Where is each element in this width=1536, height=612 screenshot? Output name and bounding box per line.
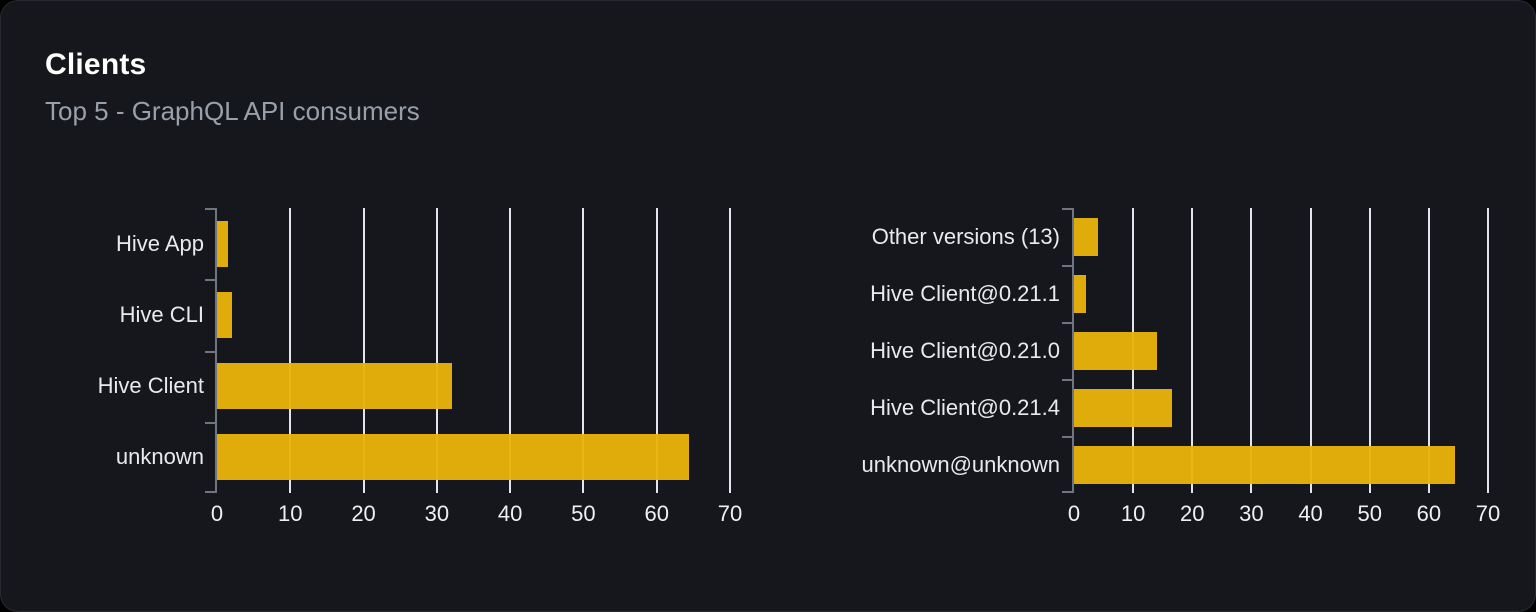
x-tick-label-30: 30 [1239,501,1264,526]
x-tick-label-0: 0 [210,501,224,526]
y-axis-tick [1062,379,1072,381]
category-label: Hive App [115,230,204,256]
y-axis-tick [205,350,215,353]
gridline-60 [1427,208,1430,493]
y-axis-tick [1062,322,1072,324]
category-labels: Hive App Hive CLI Hive Client unknown [36,208,204,493]
bar-hive-client [217,363,452,410]
x-tick-label-40: 40 [497,501,523,526]
y-axis-tick [1062,265,1072,267]
bar-unknown [217,434,689,481]
y-axis-tick [1062,491,1072,493]
category-label: Hive Client@0.21.4 [870,394,1060,420]
y-axis-tick [1062,208,1072,210]
gridline-70 [1487,208,1489,493]
clients-by-version-chart: Other versions (13) Hive Client@0.21.1 Hiv… [831,208,1500,538]
x-tick-label-20: 20 [1180,501,1205,526]
x-tick-label-50: 50 [571,501,596,526]
gridline-30 [1250,208,1253,493]
gridline-10 [289,208,292,493]
y-axis-tick [1062,436,1072,438]
gridline-20 [362,208,365,493]
bar-hive-client-0-21-0 [1074,331,1157,370]
category-label: unknown@unknown [861,451,1060,477]
y-axis-tick [205,491,215,493]
card-title: Clients [45,48,147,81]
y-axis-tick [205,421,215,424]
x-tick-label-20: 20 [351,501,376,526]
x-tick-label-10: 10 [278,501,303,526]
bar-hive-client-0-21-4 [1074,388,1172,427]
card-subtitle: Top 5 - GraphQL API consumers [45,96,420,126]
category-label: unknown [115,444,204,470]
x-tick-label-70: 70 [717,501,743,526]
category-label: Hive Client@0.21.1 [870,280,1060,306]
category-label: Hive Client@0.21.0 [870,337,1060,363]
x-tick-label-50: 50 [1357,501,1382,526]
x-tick-label-10: 10 [1120,501,1146,526]
y-axis-line [215,208,217,493]
category-label: Hive Client [97,373,204,399]
category-label: Other versions (13) [871,223,1060,249]
x-tick-label-60: 60 [644,501,669,526]
gridline-40 [1309,208,1312,493]
bar-hive-cli [217,291,232,338]
plot-area: 0 10 20 30 40 50 60 70 [205,208,742,526]
x-tick-label-40: 40 [1298,501,1323,526]
clients-by-name-chart: Hive App Hive CLI Hive Client unknown 0 10 20 3… [36,208,742,538]
gridline-50 [582,208,585,493]
x-tick-label-60: 60 [1416,501,1442,526]
plot-area: 0 10 20 30 40 50 60 70 [1062,208,1500,526]
bar-other-versions-13 [1074,217,1098,256]
y-axis-tick [205,279,215,282]
category-label: Hive CLI [119,301,204,327]
y-axis-line [1072,208,1074,493]
y-axis-tick [205,208,215,210]
x-tick-label-0: 0 [1067,501,1081,526]
bar-hive-app [217,220,228,267]
category-labels: Other versions (13) Hive Client@0.21.1 Hiv… [831,208,1060,493]
bar-hive-client-0-21-1 [1074,274,1086,313]
x-tick-label-30: 30 [424,501,450,526]
gridline-70 [729,208,731,493]
gridline-50 [1368,208,1371,493]
gridline-20 [1191,208,1194,493]
gridline-60 [655,208,658,493]
gridline-40 [509,208,512,493]
gridline-30 [435,208,438,493]
bar-unknown-unknown [1074,445,1455,484]
x-tick-label-70: 70 [1475,501,1501,526]
